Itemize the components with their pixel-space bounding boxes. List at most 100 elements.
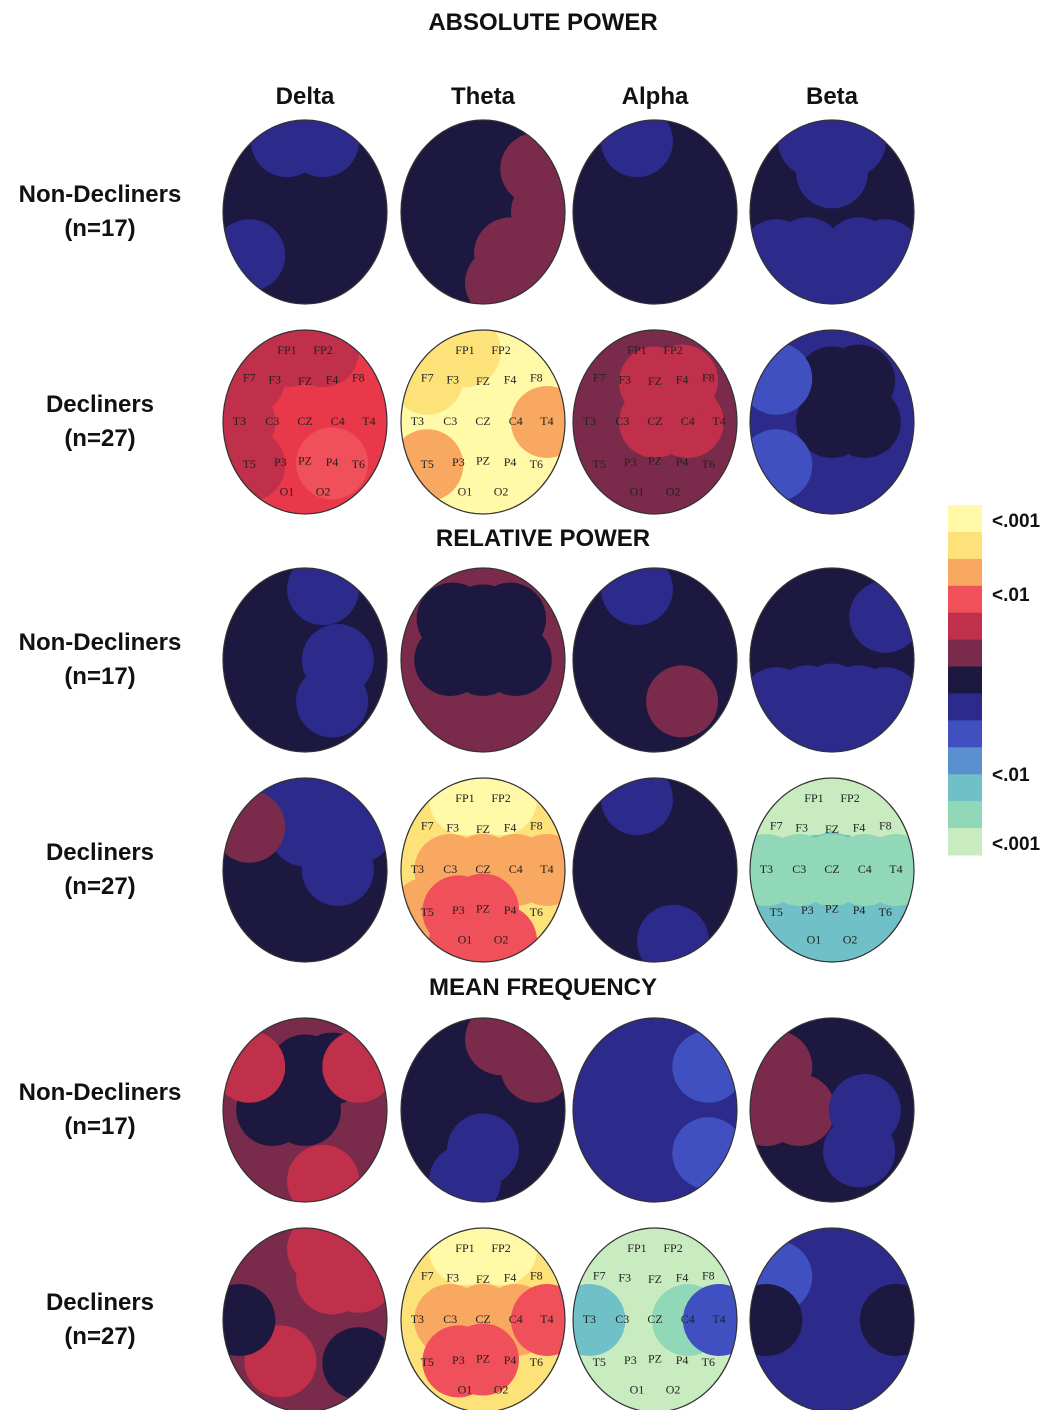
electrode-label: P3 — [624, 455, 637, 469]
electrode-label: FZ — [648, 1272, 662, 1286]
head-outline — [400, 567, 566, 753]
electrode-label: C4 — [331, 414, 345, 428]
head-outline — [222, 1017, 388, 1203]
electrode-label: F7 — [243, 371, 256, 385]
electrode-label: C3 — [615, 414, 629, 428]
head-map — [401, 1018, 565, 1202]
electrode-label: C3 — [615, 1312, 629, 1326]
colorbar-segment — [948, 585, 982, 614]
electrode-label: F7 — [593, 1269, 606, 1283]
section-title: RELATIVE POWER — [436, 525, 650, 552]
column-header: Beta — [806, 83, 859, 110]
electrode-label: T3 — [583, 414, 596, 428]
electrode-label: F8 — [530, 1269, 543, 1283]
electrode-label: PZ — [476, 901, 490, 915]
electrode-label: FP2 — [491, 343, 510, 357]
head-map — [750, 1228, 914, 1410]
map-region — [600, 778, 673, 836]
electrode-label: C4 — [509, 862, 523, 876]
colorbar-segment — [948, 801, 982, 829]
electrode-label: O2 — [316, 485, 331, 499]
section-title: MEAN FREQUENCY — [429, 974, 657, 1001]
electrode-label: FP1 — [455, 343, 474, 357]
map-region — [322, 1327, 387, 1400]
electrode-label: O1 — [458, 485, 473, 499]
electrode-label: CZ — [824, 862, 839, 876]
electrode-label: P4 — [676, 455, 689, 469]
electrode-label: FP1 — [627, 343, 646, 357]
head-outline — [572, 1017, 738, 1203]
electrode-label: F4 — [676, 372, 689, 386]
head-outline — [749, 329, 915, 515]
electrode-label: F8 — [530, 819, 543, 833]
colorbar-segment — [948, 693, 982, 721]
electrode-label: F4 — [853, 820, 866, 834]
electrode-label: O2 — [843, 933, 858, 947]
electrode-label: T5 — [243, 457, 256, 471]
electrode-label: F7 — [593, 371, 606, 385]
electrode-label: T4 — [540, 414, 553, 428]
electrode-label: T5 — [593, 1355, 606, 1369]
colorbar-label: <.001 — [992, 834, 1041, 855]
head-outline — [572, 119, 738, 305]
electrode-label: P3 — [452, 903, 465, 917]
electrode-label: F7 — [421, 371, 434, 385]
map-region — [416, 582, 489, 655]
map-region — [322, 1030, 387, 1103]
electrode-label: T6 — [530, 457, 543, 471]
map-region — [672, 1030, 737, 1103]
electrode-label: C3 — [265, 414, 279, 428]
electrode-label: T5 — [421, 1355, 434, 1369]
electrode-label: FP2 — [313, 343, 332, 357]
electrode-label: F3 — [446, 1270, 459, 1284]
electrode-label: T6 — [352, 457, 365, 471]
electrode-label: F3 — [618, 1270, 631, 1284]
electrode-label: T5 — [421, 457, 434, 471]
colorbar-segment — [948, 531, 982, 560]
electrode-label: O2 — [494, 485, 509, 499]
column-header: Alpha — [622, 83, 689, 110]
map-region — [823, 344, 896, 417]
head-outline — [222, 777, 388, 963]
electrode-label: F4 — [676, 1270, 689, 1284]
map-region — [814, 694, 887, 752]
electrode-label: T4 — [712, 414, 725, 428]
head-map — [223, 1018, 387, 1202]
electrode-label: FP2 — [491, 791, 510, 805]
electrode-label: T4 — [889, 862, 902, 876]
map-region — [296, 665, 369, 738]
head-outline — [222, 119, 388, 305]
electrode-label: C4 — [858, 862, 872, 876]
electrode-label: O1 — [630, 1383, 645, 1397]
electrode-label: FP1 — [804, 791, 823, 805]
electrode-label: O2 — [494, 1383, 509, 1397]
electrode-label: F8 — [702, 1269, 715, 1283]
row-group: Non-Decliners — [19, 181, 182, 208]
colorbar-label: <.01 — [992, 765, 1030, 786]
head-outline — [749, 567, 915, 753]
electrode-label: C4 — [681, 1312, 695, 1326]
electrode-label: PZ — [648, 453, 662, 467]
electrode-label: T4 — [540, 862, 553, 876]
colorbar-segment — [948, 828, 982, 856]
electrode-label: P4 — [326, 455, 339, 469]
head-map — [573, 330, 737, 514]
electrode-label: FP1 — [455, 791, 474, 805]
head-map — [401, 120, 565, 304]
electrode-label: P4 — [504, 1353, 517, 1367]
electrode-label: P4 — [853, 903, 866, 917]
electrode-label: FP2 — [663, 1241, 682, 1255]
column-header: Delta — [276, 83, 335, 110]
map-region — [859, 1284, 914, 1356]
electrode-label: T5 — [770, 905, 783, 919]
electrode-label: F8 — [352, 371, 365, 385]
electrode-label: C3 — [792, 862, 806, 876]
electrode-label: T3 — [411, 862, 424, 876]
head-map — [750, 1018, 914, 1202]
map-region — [301, 834, 374, 906]
map-region — [600, 120, 673, 178]
electrode-label: CZ — [475, 414, 490, 428]
electrode-label: F7 — [421, 819, 434, 833]
electrode-label: T3 — [411, 1312, 424, 1326]
map-region — [474, 217, 547, 290]
